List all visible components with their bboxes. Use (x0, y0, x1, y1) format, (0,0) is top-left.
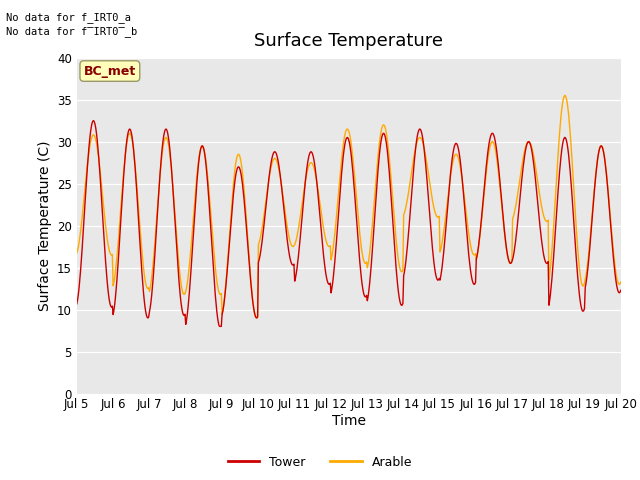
Text: BC_met: BC_met (84, 64, 136, 78)
X-axis label: Time: Time (332, 414, 366, 428)
Title: Surface Temperature: Surface Temperature (254, 33, 444, 50)
Text: No data for f_IRT0_a: No data for f_IRT0_a (6, 12, 131, 23)
Legend: Tower, Arable: Tower, Arable (223, 451, 417, 474)
Y-axis label: Surface Temperature (C): Surface Temperature (C) (38, 140, 51, 311)
Text: No data for f̅IRT0̅_b: No data for f̅IRT0̅_b (6, 26, 138, 37)
